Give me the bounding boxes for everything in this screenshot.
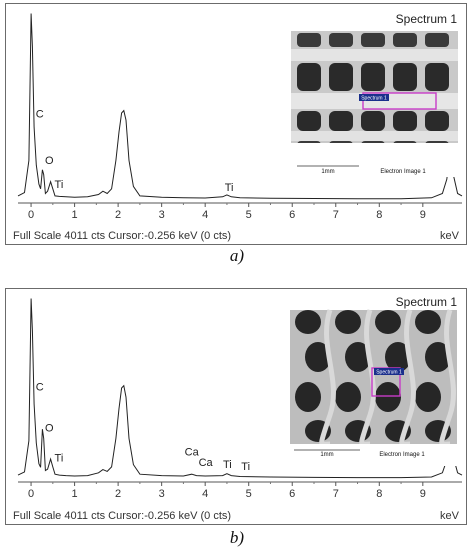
x-tick-label: 3 — [159, 209, 165, 221]
spectrum-tag — [374, 368, 404, 375]
pore-cell — [393, 111, 417, 131]
x-tick-label: 8 — [376, 209, 382, 221]
pore-cell — [415, 382, 441, 412]
x-tick-label: 9 — [420, 488, 426, 500]
electron-image-inset: 1mm Electron Image 1 Spectrum 1 — [290, 309, 457, 466]
peak-label: Ti — [223, 459, 232, 471]
spectrum-panel-b: 0 1 2 3 4 5 6 7 8 9 C O Ti Ca Ca Ti Ti Spectrum 1 1mm E… — [5, 288, 467, 525]
inset-caption-strip — [290, 444, 457, 466]
x-tick-label: 0 — [28, 488, 34, 500]
inset-caption-strip — [291, 143, 458, 177]
scale-bar-label: 1mm — [320, 452, 333, 458]
spectrum-tag-label: Spectrum 1 — [361, 96, 387, 102]
x-tick-label: 7 — [333, 488, 339, 500]
x-tick-label: 6 — [289, 209, 295, 221]
pore-cell — [297, 33, 321, 47]
pore-cell — [295, 310, 321, 334]
pore-cell — [375, 310, 401, 334]
x-tick-label: 4 — [202, 488, 208, 500]
pore-cell — [361, 33, 385, 47]
spectrum-label: Spectrum 1 — [396, 12, 458, 26]
x-tick-label: 0 — [28, 209, 34, 221]
panel-caption-a: a) — [229, 246, 245, 265]
x-tick-label: 9 — [420, 209, 426, 221]
x-tick-label: 2 — [115, 209, 121, 221]
pore-cell — [335, 382, 361, 412]
pore-cell — [297, 63, 321, 91]
peak-label: Ca — [199, 457, 214, 469]
pore-cell — [393, 63, 417, 91]
x-tick-label: 5 — [246, 209, 252, 221]
spectrum-line — [17, 298, 463, 479]
peak-label: Ti — [55, 452, 64, 464]
pore-cell — [329, 111, 353, 131]
pore-cell — [297, 111, 321, 131]
x-tick-label: 1 — [72, 209, 78, 221]
x-tick-label: 4 — [202, 209, 208, 221]
pore-cell — [361, 63, 385, 91]
spectrum-tag-label: Spectrum 1 — [376, 370, 402, 376]
pore-cell — [295, 382, 321, 412]
pore-cell — [329, 63, 353, 91]
electron-image-caption: Electron Image 1 — [379, 452, 425, 458]
pore-cell — [415, 310, 441, 334]
x-unit-label: keV — [440, 230, 460, 242]
fiber-band — [291, 49, 458, 61]
peak-label: Ti — [55, 179, 64, 191]
pore-cell — [425, 33, 449, 47]
x-tick-label: 3 — [159, 488, 165, 500]
full-scale-readout: Full Scale 4011 cts Cursor:-0.256 keV (0… — [13, 510, 231, 522]
x-tick-label: 1 — [72, 488, 78, 500]
spectrum-tag — [359, 94, 389, 101]
x-tick-label: 8 — [376, 488, 382, 500]
pore-cell — [425, 63, 449, 91]
spectrum-label: Spectrum 1 — [396, 295, 458, 309]
pore-cell — [375, 382, 401, 412]
pore-cell — [393, 33, 417, 47]
scale-bar-label: 1mm — [321, 169, 334, 175]
pore-cell — [345, 342, 371, 372]
x-tick-label: 2 — [115, 488, 121, 500]
peak-label: Ca — [185, 446, 200, 458]
pore-cell — [361, 111, 385, 131]
peak-label: O — [45, 423, 54, 435]
pore-cell — [425, 342, 451, 372]
full-scale-readout: Full Scale 4011 cts Cursor:-0.256 keV (0… — [13, 230, 231, 242]
pore-cell — [335, 310, 361, 334]
panel-caption-b: b) — [229, 528, 245, 547]
peak-label: O — [45, 155, 54, 167]
electron-image-caption: Electron Image 1 — [380, 169, 426, 175]
x-tick-label: 6 — [289, 488, 295, 500]
electron-image-inset: 1mm Electron Image 1 Spectrum 1 — [291, 31, 458, 177]
pore-cell — [425, 111, 449, 131]
peak-label: C — [36, 109, 44, 121]
pore-cell — [305, 342, 331, 372]
pore-cell — [385, 342, 411, 372]
pore-cell — [329, 33, 353, 47]
peak-label: Ti — [241, 461, 250, 473]
fiber-band — [291, 131, 458, 141]
peak-label: C — [36, 381, 44, 393]
peak-label: Ti — [225, 182, 234, 194]
x-tick-label: 7 — [333, 209, 339, 221]
x-unit-label: keV — [440, 510, 460, 522]
x-tick-label: 5 — [246, 488, 252, 500]
spectrum-line — [17, 13, 463, 200]
